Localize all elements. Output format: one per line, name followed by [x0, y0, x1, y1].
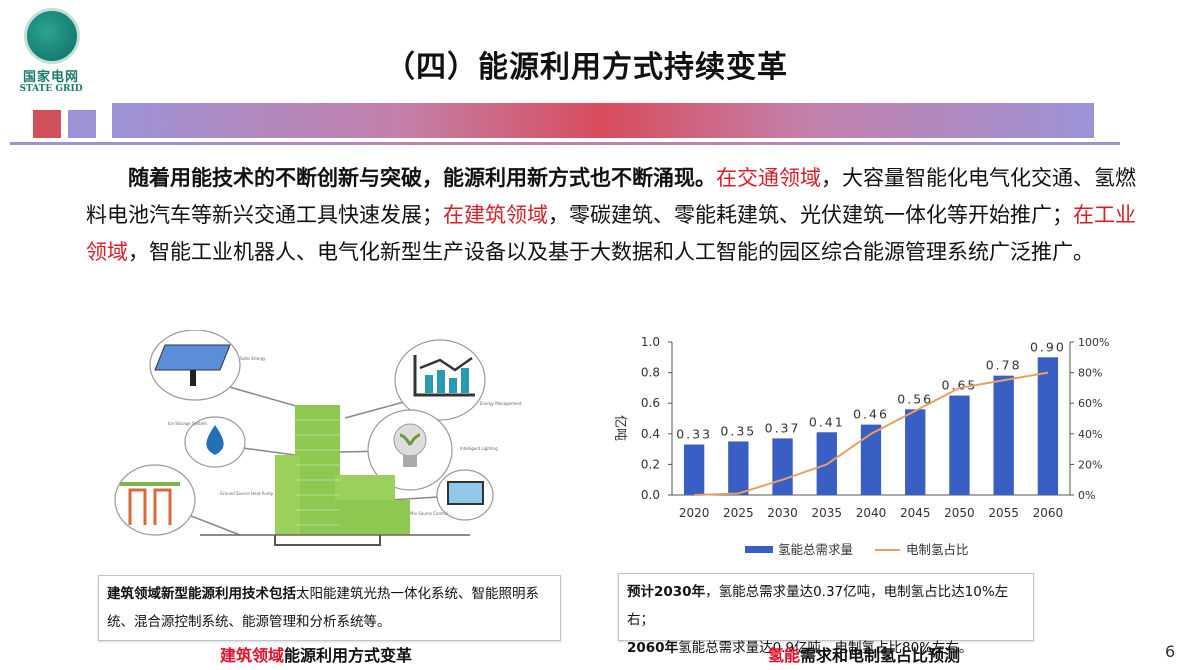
subcaption-text: 能源利用方式变革	[284, 646, 413, 665]
caption-text: 太阳能建筑光热一体化系统、智能照明系统、混合源控制系统、能源管理和分析系统等。	[107, 586, 539, 630]
bar-value-label: 0.90	[1030, 339, 1066, 354]
caption-line-2: 2060年氢能总需求量达0.9亿吨，电制氢占比80%左右。	[627, 634, 1025, 662]
bar-value-label: 0.37	[765, 420, 801, 435]
globe-icon	[24, 8, 80, 64]
y-axis-label: 亿吨	[612, 415, 627, 441]
bar	[772, 438, 793, 495]
x-tick-label: 2040	[856, 506, 887, 520]
y-tick-label: 0.4	[641, 427, 660, 441]
caption-bold: 预计2030年	[627, 584, 706, 600]
header-rule	[10, 142, 1120, 145]
y-tick-label: 0.6	[641, 396, 660, 410]
x-tick-label: 2030	[767, 506, 798, 520]
subcaption-highlight: 建筑领域	[220, 646, 285, 665]
logo-text-cn: 国家电网	[22, 70, 79, 85]
bar-value-label: 0.41	[809, 414, 845, 429]
gradient-band-decoration	[112, 103, 1094, 138]
bar	[949, 395, 970, 495]
y-tick-label: 1.0	[641, 335, 660, 349]
bar-value-label: 0.56	[897, 391, 933, 406]
bar	[683, 444, 705, 495]
y-tick-label: 0.8	[641, 366, 660, 380]
caption-text: 氢能总需求量达0.9亿吨，电制氢占比80%左右。	[678, 640, 973, 656]
caption-text: ，氢能总需求量达0.37亿吨，电制氢占比达10%左右；	[627, 584, 1009, 628]
svg-text:Intelligent Lighting: Intelligent Lighting	[460, 446, 498, 451]
y2-tick-label: 80%	[1078, 367, 1102, 380]
legend-line-label: 电制氢占比	[906, 542, 969, 557]
bar-value-label: 0.33	[676, 427, 712, 442]
paragraph-text: ，智能工业机器人、电气化新型生产设备以及基于大数据和人工智能的园区综合能源管理系…	[128, 240, 1094, 264]
right-subcaption: 氢能需求和电制氢占比预测	[768, 642, 960, 666]
bar-value-label: 0.35	[720, 423, 756, 438]
legend-bar-swatch	[745, 546, 773, 553]
green-building-illustration: Solar Energy Energy Management Ice Stora…	[114, 330, 522, 546]
x-tick-label: 2050	[944, 506, 975, 520]
red-square-decoration	[33, 110, 61, 138]
purple-square-decoration	[68, 110, 96, 138]
x-tick-label: 2045	[900, 506, 931, 520]
svg-text:Mix Source Control: Mix Source Control	[410, 511, 448, 516]
intro-paragraph: 随着用能技术的不断创新与突破，能源利用新方式也不断涌现。在交通领域，大容量智能化…	[86, 160, 1146, 271]
bar	[860, 424, 882, 495]
x-tick-label: 2055	[988, 506, 1019, 520]
paragraph-lead: 随着用能技术的不断创新与突破，能源利用新方式也不断涌现。	[128, 166, 716, 190]
subcaption-text: 需求和电制氢占比预测	[800, 646, 961, 665]
page-number: 6	[1165, 642, 1176, 661]
y2-tick-label: 40%	[1078, 428, 1102, 441]
building-caption-box: 建筑领域新型能源利用技术包括太阳能建筑光热一体化系统、智能照明系统、混合源控制系…	[98, 575, 561, 641]
highlight-transport: 在交通领域	[716, 166, 821, 190]
y-tick-label: 0.0	[641, 488, 660, 502]
logo-text-en: STATE GRID	[19, 84, 83, 94]
state-grid-logo: 国家电网 STATE GRID	[12, 8, 90, 98]
y2-tick-label: 20%	[1078, 458, 1102, 471]
x-tick-label: 2025	[723, 506, 754, 520]
caption-bold: 2060年	[627, 640, 679, 656]
x-tick-label: 2035	[812, 506, 843, 520]
electrolysis-share-line	[694, 371, 1049, 496]
svg-text:Solar Energy: Solar Energy	[240, 356, 266, 361]
hydrogen-caption-box: 预计2030年，氢能总需求量达0.37亿吨，电制氢占比达10%左右； 2060年…	[618, 573, 1034, 656]
x-tick-label: 2020	[679, 506, 710, 520]
legend-bar-label: 氢能总需求量	[778, 542, 853, 557]
svg-text:Energy Management: Energy Management	[480, 401, 522, 406]
bar-value-label: 0.65	[942, 378, 978, 393]
bar	[1037, 357, 1059, 495]
highlight-building: 在建筑领域	[443, 203, 548, 227]
svg-text:Ground Source Heat Pump: Ground Source Heat Pump	[220, 491, 274, 496]
bar-value-label: 0.78	[986, 358, 1022, 373]
y2-tick-label: 100%	[1078, 336, 1109, 349]
svg-text:Ice Storage System: Ice Storage System	[168, 421, 207, 426]
slide-title: （四）能源利用方式持续变革	[385, 50, 788, 85]
highlight-industry: 在工业领域	[86, 203, 1136, 264]
bar	[728, 441, 749, 495]
caption-line-1: 预计2030年，氢能总需求量达0.37亿吨，电制氢占比达10%左右；	[627, 578, 1025, 634]
bar	[993, 375, 1014, 495]
left-subcaption: 建筑领域能源利用方式变革	[220, 642, 412, 666]
y2-tick-label: 60%	[1078, 397, 1102, 410]
bar	[905, 409, 926, 495]
y2-tick-label: 0%	[1078, 489, 1095, 502]
hydrogen-demand-chart: 0.0 0.2 0.4 0.6 0.8 1.0 0% 20% 40% 60% 80% 100% 亿吨 0.…	[612, 335, 1109, 557]
caption-bold: 建筑领域新型能源利用技术包括	[107, 586, 296, 602]
subcaption-highlight: 氢能	[768, 646, 801, 665]
paragraph-text: ，零碳建筑、零能耗建筑、光伏建筑一体化等开始推广；	[548, 203, 1073, 227]
x-tick-label: 2060	[1033, 506, 1064, 520]
bar-value-label: 0.46	[853, 407, 889, 422]
paragraph-text: ，大容量智能化电气化交通、氢燃料电池汽车等新兴交通工具快速发展；	[86, 166, 1136, 227]
y-tick-label: 0.2	[641, 457, 660, 471]
